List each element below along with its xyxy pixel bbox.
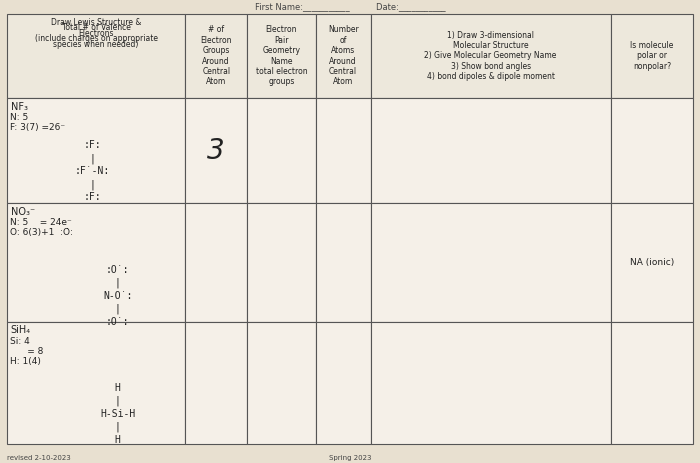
Text: Spring 2023: Spring 2023 [329, 455, 371, 461]
Text: # of
Electron
Groups
Around
Central
Atom: # of Electron Groups Around Central Atom [200, 25, 232, 87]
Text: H: H [115, 435, 120, 445]
Text: :F:: :F: [84, 140, 102, 150]
Bar [316, 322, 370, 444]
Bar [247, 98, 316, 203]
Text: H-Si-H: H-Si-H [100, 409, 135, 419]
Bar [7, 98, 186, 203]
Text: :Ḟ-N:: :Ḟ-N: [75, 166, 110, 176]
Text: N: 5    = 24e⁻: N: 5 = 24e⁻ [10, 218, 72, 227]
Bar [7, 203, 186, 322]
Text: 1) Draw 3-dimensional
Molecular Structure
2) Give Molecular Geometry Name
3) Sho: 1) Draw 3-dimensional Molecular Structur… [424, 31, 556, 81]
Text: Number
of
Atoms
Around
Central
Atom: Number of Atoms Around Central Atom [328, 25, 358, 87]
Bar [610, 14, 693, 98]
Bar [247, 322, 316, 444]
Bar [370, 203, 610, 322]
Bar [370, 14, 610, 98]
Bar [7, 14, 186, 98]
Text: N: 5: N: 5 [10, 113, 29, 122]
Text: H: H [115, 383, 120, 393]
Text: Electron
Pair
Geometry
Name
total electron
groups: Electron Pair Geometry Name total electr… [256, 25, 307, 87]
Bar [610, 98, 693, 203]
Text: |: | [115, 303, 120, 314]
Text: |: | [115, 395, 120, 406]
Bar [316, 98, 370, 203]
Text: = 8: = 8 [10, 347, 44, 356]
Text: :Ȯ:: :Ȯ: [106, 265, 130, 275]
Text: 3: 3 [207, 137, 225, 165]
Bar [247, 203, 316, 322]
Text: :F:: :F: [84, 192, 102, 202]
Bar [247, 14, 316, 98]
Text: |: | [115, 277, 120, 288]
Text: N-Ȯ:: N-Ȯ: [103, 291, 132, 300]
Bar [316, 203, 370, 322]
Bar [186, 322, 247, 444]
Bar [186, 203, 247, 322]
Bar [610, 322, 693, 444]
Text: First Name:___________          Date:___________: First Name:___________ Date:___________ [255, 2, 445, 11]
Text: Draw Lewis Structure &: Draw Lewis Structure & [51, 18, 141, 26]
Bar [186, 98, 247, 203]
Text: Electrons: Electrons [78, 29, 114, 38]
Text: :Ȯ:: :Ȯ: [106, 317, 130, 326]
Bar [610, 203, 693, 322]
Text: species when needed): species when needed) [53, 40, 139, 49]
Text: NO₃⁻: NO₃⁻ [10, 207, 34, 217]
Text: Is molecule
polar or
nonpolar?: Is molecule polar or nonpolar? [630, 41, 673, 71]
Text: SiH₄: SiH₄ [10, 325, 31, 336]
Text: Total # of Valence: Total # of Valence [62, 23, 131, 32]
Text: F: 3(7) =26⁻: F: 3(7) =26⁻ [10, 123, 66, 132]
Bar [7, 322, 186, 444]
Bar [186, 14, 247, 98]
Bar [370, 98, 610, 203]
Text: O: 6(3)+1  :Ȯ:: O: 6(3)+1 :Ȯ: [10, 228, 74, 238]
Bar [316, 14, 370, 98]
Text: NF₃: NF₃ [10, 101, 27, 112]
Text: |: | [90, 153, 96, 164]
Text: H: 1(4): H: 1(4) [10, 357, 41, 366]
Text: |: | [115, 421, 120, 432]
Bar [370, 322, 610, 444]
Text: Si: 4: Si: 4 [10, 337, 30, 345]
Text: (include charges on appropriate: (include charges on appropriate [35, 34, 158, 43]
Text: |: | [90, 179, 96, 190]
Text: NA (ionic): NA (ionic) [630, 258, 674, 267]
Text: revised 2-10-2023: revised 2-10-2023 [7, 455, 71, 461]
